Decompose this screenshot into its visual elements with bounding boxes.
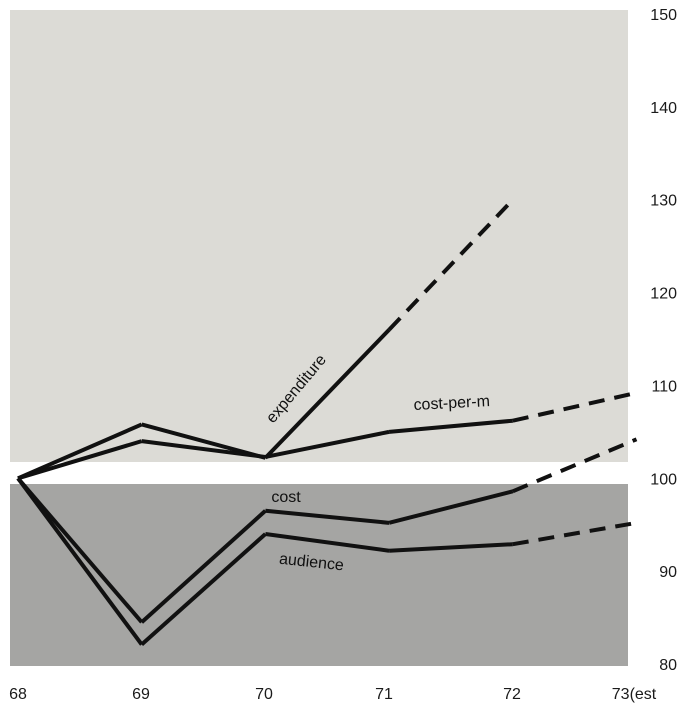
series-segment-audience — [16, 477, 144, 646]
series-label-cost: cost — [271, 489, 301, 506]
series-label-cost-per-m: cost-per-m — [413, 393, 490, 414]
series-segment-cost-per-m — [265, 429, 390, 459]
y-tick-label: 110 — [651, 378, 677, 395]
series-segment-cost — [512, 437, 638, 494]
series-segment-expenditure — [263, 328, 391, 460]
series-segment-cost-per-m — [17, 439, 143, 481]
series-segment-cost — [265, 508, 390, 525]
x-tick-label: 71 — [375, 686, 393, 703]
series-segment-cost — [388, 489, 514, 525]
upper-background-panel — [10, 10, 628, 462]
y-tick-label: 90 — [659, 564, 677, 581]
series-segment-audience — [388, 542, 513, 553]
x-axis-ticks: 68 69 70 71 72 73(est — [9, 686, 657, 703]
series-segment-cost-per-m — [141, 439, 266, 459]
series-segment-cost-per-m — [388, 418, 513, 434]
y-tick-label: 150 — [650, 7, 677, 24]
series-segment-expenditure — [387, 198, 515, 332]
series-segment-expenditure — [17, 422, 143, 481]
series-segment-audience — [140, 532, 267, 646]
x-tick-label: 73(est — [612, 686, 657, 703]
series-label-audience: audience — [278, 551, 344, 575]
y-tick-label: 130 — [650, 193, 677, 210]
series-layer — [16, 198, 638, 646]
series-segment-cost — [140, 509, 267, 624]
y-tick-label: 140 — [650, 100, 677, 117]
series-segment-cost-per-m — [512, 390, 637, 423]
series-segment-audience — [265, 532, 390, 553]
x-tick-label: 70 — [255, 686, 273, 703]
x-tick-label: 72 — [503, 686, 521, 703]
y-axis-ticks: 80 90 100 110 120 130 140 150 — [650, 7, 677, 674]
x-tick-label: 69 — [132, 686, 150, 703]
y-tick-label: 100 — [650, 471, 677, 488]
x-tick-label: 68 — [9, 686, 27, 703]
series-segment-cost — [16, 476, 144, 624]
y-tick-label: 120 — [650, 286, 677, 303]
series-segment-audience — [512, 520, 637, 547]
y-tick-label: 80 — [659, 657, 677, 674]
